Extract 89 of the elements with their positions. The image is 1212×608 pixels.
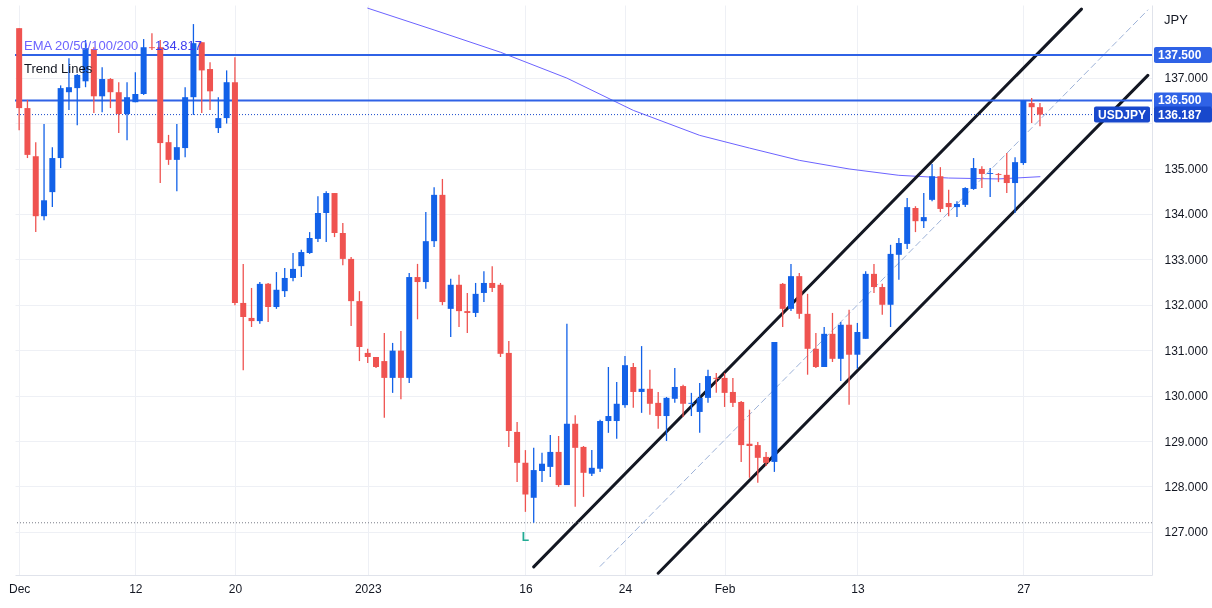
line-series — [367, 7, 1041, 180]
candlestick — [480, 270, 487, 303]
candlestick — [704, 369, 711, 404]
candlestick — [107, 77, 114, 109]
y-tick-label: 129.000 — [1164, 434, 1209, 449]
candlestick — [115, 81, 122, 134]
candlestick — [912, 205, 919, 233]
candlestick — [248, 287, 255, 328]
candlestick — [298, 249, 305, 278]
candlestick — [812, 332, 819, 369]
candlestick — [381, 332, 388, 419]
y-tick-label: 131.000 — [1164, 343, 1209, 358]
candlestick — [240, 263, 247, 371]
candlestick — [920, 192, 927, 229]
candlestick — [638, 345, 645, 414]
annotation: L — [521, 529, 530, 544]
ref-line-label: 136.500 — [1158, 93, 1202, 108]
candlestick — [414, 263, 421, 320]
x-tick-label: 2023 — [354, 581, 382, 596]
x-tick-label: 27 — [1017, 581, 1031, 596]
candlestick — [945, 189, 952, 217]
candlestick — [207, 61, 214, 111]
ref-line-label: 136.187 — [1158, 107, 1202, 122]
candlestick — [688, 392, 695, 417]
x-tick-label: 24 — [618, 581, 633, 596]
candlestick — [663, 396, 670, 442]
y-tick-label: 135.000 — [1164, 162, 1209, 177]
candlestick — [1036, 102, 1043, 127]
candlestick — [547, 434, 554, 478]
candlestick — [613, 381, 620, 440]
x-tick-label: 13 — [851, 581, 865, 596]
candlestick — [1012, 156, 1019, 214]
candlestick — [754, 441, 761, 484]
x-tick-label: 12 — [129, 581, 143, 596]
candlestick — [215, 96, 222, 134]
candlestick — [729, 377, 736, 408]
x-tick-label: Feb — [714, 581, 736, 596]
candlestick — [713, 372, 720, 394]
candlestick — [165, 134, 172, 166]
candlestick — [646, 369, 653, 416]
candlestick — [1003, 152, 1010, 194]
candlestick — [696, 382, 703, 434]
candlestick — [605, 366, 612, 434]
candlestick — [929, 163, 936, 202]
candlestick — [173, 123, 180, 192]
candlestick — [539, 452, 545, 483]
candlestick — [680, 384, 687, 418]
text: JPY — [1164, 12, 1189, 27]
candlestick — [655, 391, 662, 430]
y-tick-label: 133.000 — [1164, 252, 1209, 267]
candlestick — [895, 237, 902, 281]
y-tick-label: 130.000 — [1164, 389, 1209, 404]
candlestick — [148, 32, 155, 51]
candlestick — [870, 263, 877, 294]
candlestick — [962, 186, 969, 208]
y-tick-label: 137.000 — [1164, 71, 1209, 86]
y-tick-label: 132.000 — [1164, 298, 1209, 313]
candlestick — [306, 231, 313, 255]
candlestick — [273, 271, 280, 310]
candlestick — [987, 167, 994, 198]
annotation: USDJPY — [1098, 107, 1147, 122]
candlestick — [721, 372, 728, 408]
candlestick — [464, 292, 471, 334]
candlestick — [978, 165, 985, 189]
ref-line-label: 137.500 — [1158, 47, 1202, 62]
x-tick-label: 20 — [228, 581, 243, 596]
candlestick — [281, 267, 288, 298]
candlestick — [879, 283, 886, 316]
candlestick — [323, 190, 330, 243]
candlestick — [265, 282, 272, 323]
candlestick — [132, 71, 139, 103]
candlestick — [74, 73, 81, 127]
y-tick-label: 134.000 — [1164, 207, 1209, 222]
y-tick-label: 128.000 — [1164, 479, 1209, 494]
x-tick-label: 16 — [519, 581, 533, 596]
x-tick-label: Dec — [8, 581, 31, 596]
candlestick — [671, 367, 678, 404]
y-tick-label: 127.000 — [1164, 525, 1209, 540]
candlestick — [99, 66, 106, 113]
candlestick — [472, 282, 479, 318]
candlestick — [854, 322, 861, 370]
candlestick — [41, 123, 48, 221]
candlestick — [124, 81, 131, 141]
candlestick — [290, 252, 297, 282]
candlestick — [953, 200, 960, 218]
candlestick — [1028, 97, 1035, 124]
candlestick — [588, 449, 595, 477]
candlestick — [970, 157, 977, 191]
candlestick — [489, 265, 496, 293]
